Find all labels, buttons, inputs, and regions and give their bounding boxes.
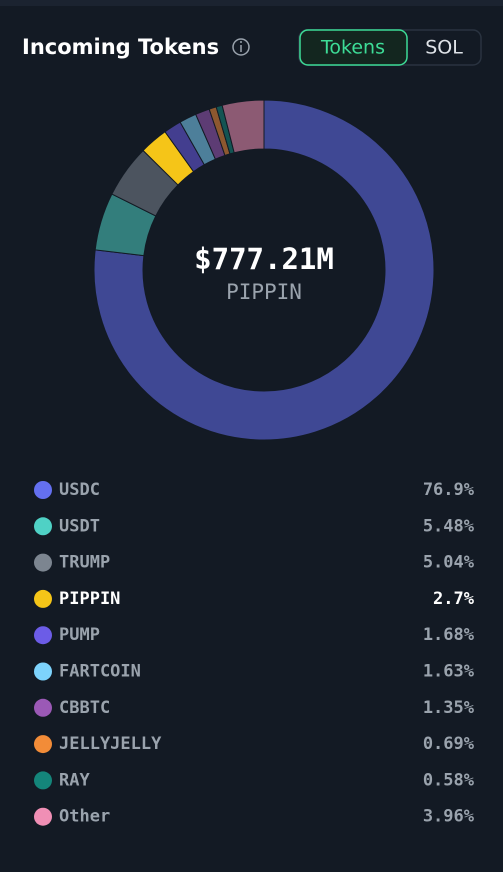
legend-label: FARTCOIN (59, 662, 141, 682)
legend-value: 0.69% (423, 734, 475, 754)
legend-value: 0.58% (423, 770, 475, 790)
legend-swatch (34, 735, 52, 754)
toggle-tokens-box[interactable] (299, 29, 408, 66)
legend-swatch (34, 553, 52, 572)
legend-value: 2.7% (433, 589, 475, 609)
legend-label: USDT (59, 516, 100, 536)
legend-swatch (34, 626, 52, 645)
legend-swatch (34, 589, 52, 608)
center-value: $777.21M (194, 242, 334, 276)
top-bar (0, 0, 503, 6)
legend-swatch (34, 517, 52, 536)
legend-value: 1.35% (423, 698, 475, 718)
toggle-sol[interactable]: SOL (425, 37, 463, 59)
legend-swatch (34, 807, 52, 826)
legend-label: Other (59, 807, 110, 827)
legend-swatch (34, 481, 52, 499)
legend-label: USDC (59, 480, 100, 500)
legend-value: 1.68% (423, 625, 475, 645)
legend-label: PUMP (59, 625, 100, 645)
legend-value: 5.48% (423, 516, 475, 536)
info-icon[interactable] (232, 38, 250, 56)
legend-value: 5.04% (423, 553, 475, 573)
legend-label: RAY (59, 770, 90, 790)
legend-label: TRUMP (59, 553, 110, 573)
center-label: PIPPIN (226, 280, 302, 304)
legend-label: CBBTC (59, 698, 110, 718)
legend-value: 76.9% (423, 480, 475, 500)
donut-segment (93, 99, 435, 441)
legend-label: PIPPIN (59, 589, 120, 609)
legend-value: 3.96% (423, 807, 475, 827)
legend-swatch (34, 662, 52, 681)
legend-swatch (34, 698, 52, 717)
legend-swatch (34, 771, 52, 790)
legend-value: 1.63% (423, 662, 475, 682)
donut-segment (221, 99, 265, 154)
widget-title: Incoming Tokens (22, 35, 219, 59)
donut-chart (93, 99, 435, 441)
legend-label: JELLYJELLY (59, 734, 162, 754)
legend: USDC 76.9% USDT 5.48% TRUMP 5.04% PIPPIN 2.7% PU… (34, 480, 475, 827)
toggle-tokens[interactable]: Tokens (320, 37, 385, 59)
